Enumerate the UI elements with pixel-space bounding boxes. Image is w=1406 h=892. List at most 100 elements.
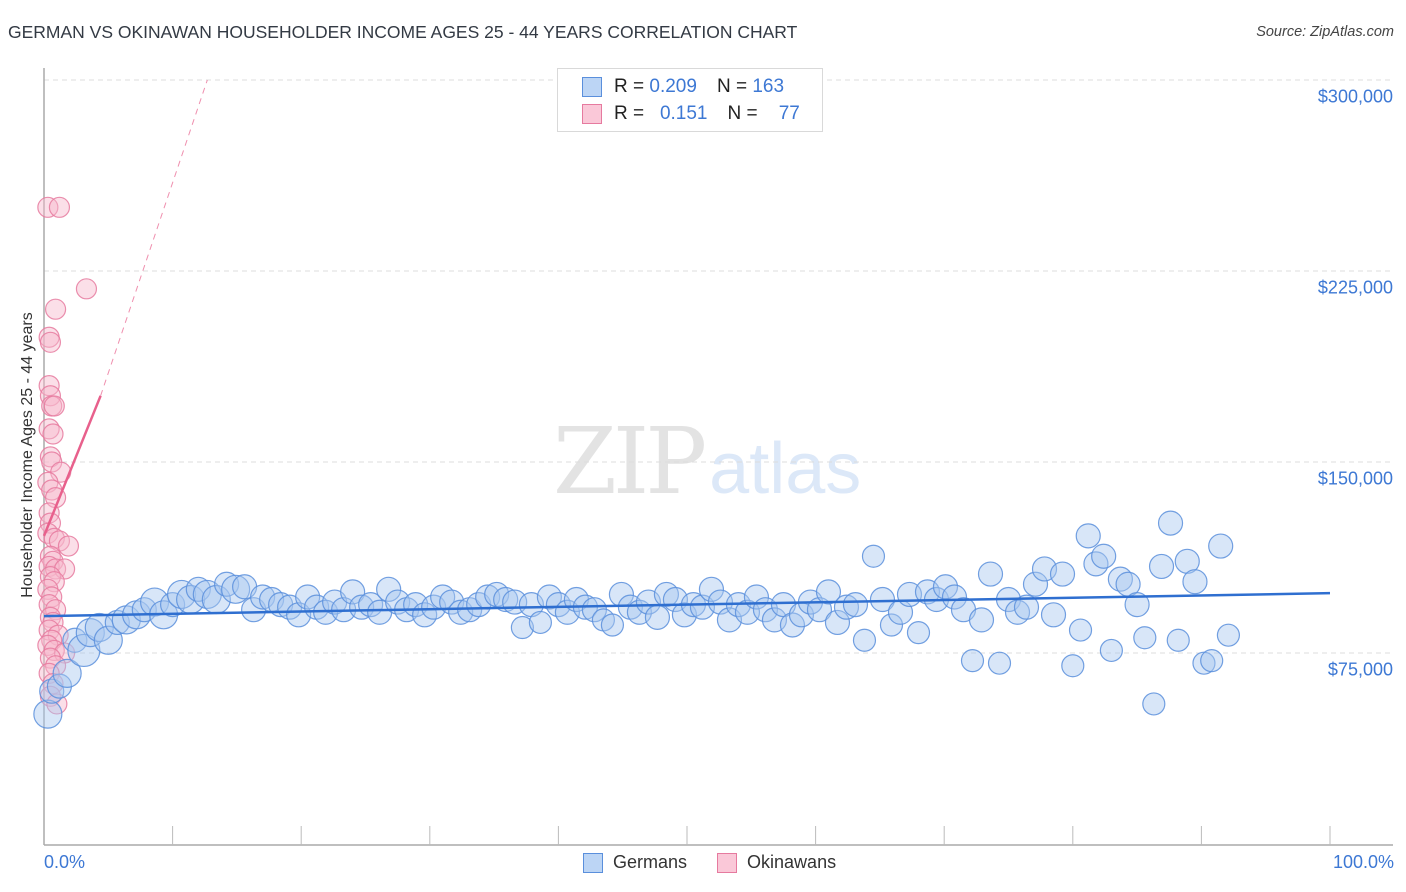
trend-lines: [42, 79, 1331, 618]
data-point[interactable]: [42, 423, 64, 445]
germans-swatch-icon: [583, 852, 603, 873]
data-point[interactable]: [1022, 571, 1049, 597]
legend-n-value: 163: [752, 76, 785, 97]
y-tick-75000: $75,000: [1327, 659, 1393, 680]
data-point[interactable]: [93, 625, 123, 655]
data-point[interactable]: [1148, 553, 1175, 580]
data-point[interactable]: [75, 618, 105, 648]
germans-swatch-icon: [582, 77, 602, 97]
data-point[interactable]: [1133, 626, 1157, 650]
data-point[interactable]: [1099, 638, 1123, 663]
data-point[interactable]: [221, 574, 251, 604]
data-point[interactable]: [600, 613, 625, 637]
data-point[interactable]: [43, 395, 65, 417]
data-point[interactable]: [1040, 602, 1067, 628]
okinawans-swatch-icon: [582, 104, 602, 124]
chart-title: GERMAN VS OKINAWAN HOUSEHOLDER INCOME AG…: [8, 22, 798, 42]
data-point[interactable]: [1208, 533, 1234, 559]
data-point[interactable]: [1182, 569, 1208, 595]
data-point[interactable]: [1083, 551, 1109, 577]
data-point[interactable]: [376, 576, 402, 602]
y-tick-225000: $225,000: [1317, 277, 1393, 298]
data-point[interactable]: [987, 651, 1012, 675]
data-point[interactable]: [1216, 623, 1241, 647]
data-point[interactable]: [57, 535, 80, 557]
data-point[interactable]: [528, 610, 552, 635]
data-point[interactable]: [46, 673, 73, 699]
germans-points: [33, 510, 1241, 729]
legend-label-germans: Germans: [613, 852, 688, 872]
legend-r-label: R =: [614, 103, 645, 124]
data-point[interactable]: [842, 592, 869, 618]
data-point[interactable]: [1091, 543, 1117, 569]
legend-label-okinawans: Okinawans: [747, 852, 837, 872]
axes: [43, 68, 1393, 846]
data-point[interactable]: [906, 621, 931, 645]
data-point[interactable]: [75, 278, 98, 300]
data-point[interactable]: [960, 649, 985, 673]
legend-r-value: 0.209: [649, 76, 697, 97]
data-point[interactable]: [52, 658, 82, 688]
data-point[interactable]: [861, 544, 886, 568]
data-point[interactable]: [779, 612, 806, 638]
data-point[interactable]: [1075, 523, 1101, 549]
y-tick-300000: $300,000: [1317, 86, 1393, 107]
legend-item-okinawans[interactable]: Okinawans: [717, 852, 836, 873]
data-point[interactable]: [493, 586, 519, 613]
data-point[interactable]: [295, 584, 321, 610]
legend-row-germans: R = 0.209 N = 163: [582, 75, 784, 99]
data-point[interactable]: [869, 586, 896, 613]
data-point[interactable]: [67, 633, 101, 668]
data-point[interactable]: [1157, 510, 1184, 536]
data-point[interactable]: [1142, 692, 1166, 716]
data-point[interactable]: [39, 331, 62, 353]
legend-n-value: 77: [778, 103, 800, 124]
data-point[interactable]: [968, 607, 995, 633]
x-tick-0: 0.0%: [44, 852, 86, 872]
data-point[interactable]: [1166, 628, 1190, 652]
data-point[interactable]: [39, 678, 65, 704]
data-point[interactable]: [1107, 566, 1133, 592]
data-point[interactable]: [340, 579, 366, 605]
okinawans-trend-line: [42, 395, 102, 537]
legend-r-value: 0.151: [659, 103, 708, 124]
data-point[interactable]: [167, 579, 197, 610]
data-point[interactable]: [1061, 654, 1085, 678]
data-point[interactable]: [941, 584, 968, 610]
legend-r-label: R =: [614, 76, 645, 97]
germans-trend-line: [43, 591, 1331, 618]
x-tick-100: 100.0%: [1332, 852, 1394, 872]
data-point[interactable]: [644, 604, 671, 630]
data-point[interactable]: [44, 298, 67, 320]
okinawans-swatch-icon: [717, 852, 738, 873]
data-point[interactable]: [815, 579, 842, 605]
data-point[interactable]: [185, 576, 211, 602]
data-point[interactable]: [1013, 594, 1040, 620]
data-point[interactable]: [33, 699, 63, 729]
correlation-legend: R = 0.209 N = 163 R = 0.151 N = 77: [557, 68, 823, 132]
watermark-atlas: atlas: [709, 429, 862, 509]
legend-item-germans[interactable]: Germans: [583, 852, 687, 873]
okinawans-trend-extension: [100, 79, 208, 396]
data-point[interactable]: [977, 561, 1004, 587]
data-point[interactable]: [1049, 561, 1076, 587]
data-point[interactable]: [48, 196, 71, 218]
data-point[interactable]: [1200, 649, 1224, 673]
data-point[interactable]: [510, 615, 534, 640]
data-point[interactable]: [37, 196, 59, 218]
source-credit: Source: ZipAtlas.com: [1256, 24, 1394, 40]
series-legend: Germans Okinawans: [583, 852, 866, 873]
data-point[interactable]: [852, 628, 877, 652]
data-point[interactable]: [1068, 618, 1093, 642]
data-point[interactable]: [104, 609, 130, 636]
data-point[interactable]: [1124, 592, 1150, 618]
okinawans-points: [37, 196, 98, 715]
y-axis-label: Householder Income Ages 25 - 44 years: [19, 312, 36, 598]
data-point[interactable]: [879, 613, 904, 637]
legend-n-label: N =: [716, 76, 748, 97]
legend-n-label: N =: [727, 103, 758, 124]
data-point[interactable]: [1174, 548, 1200, 574]
data-point[interactable]: [824, 609, 851, 636]
data-point[interactable]: [698, 576, 725, 602]
